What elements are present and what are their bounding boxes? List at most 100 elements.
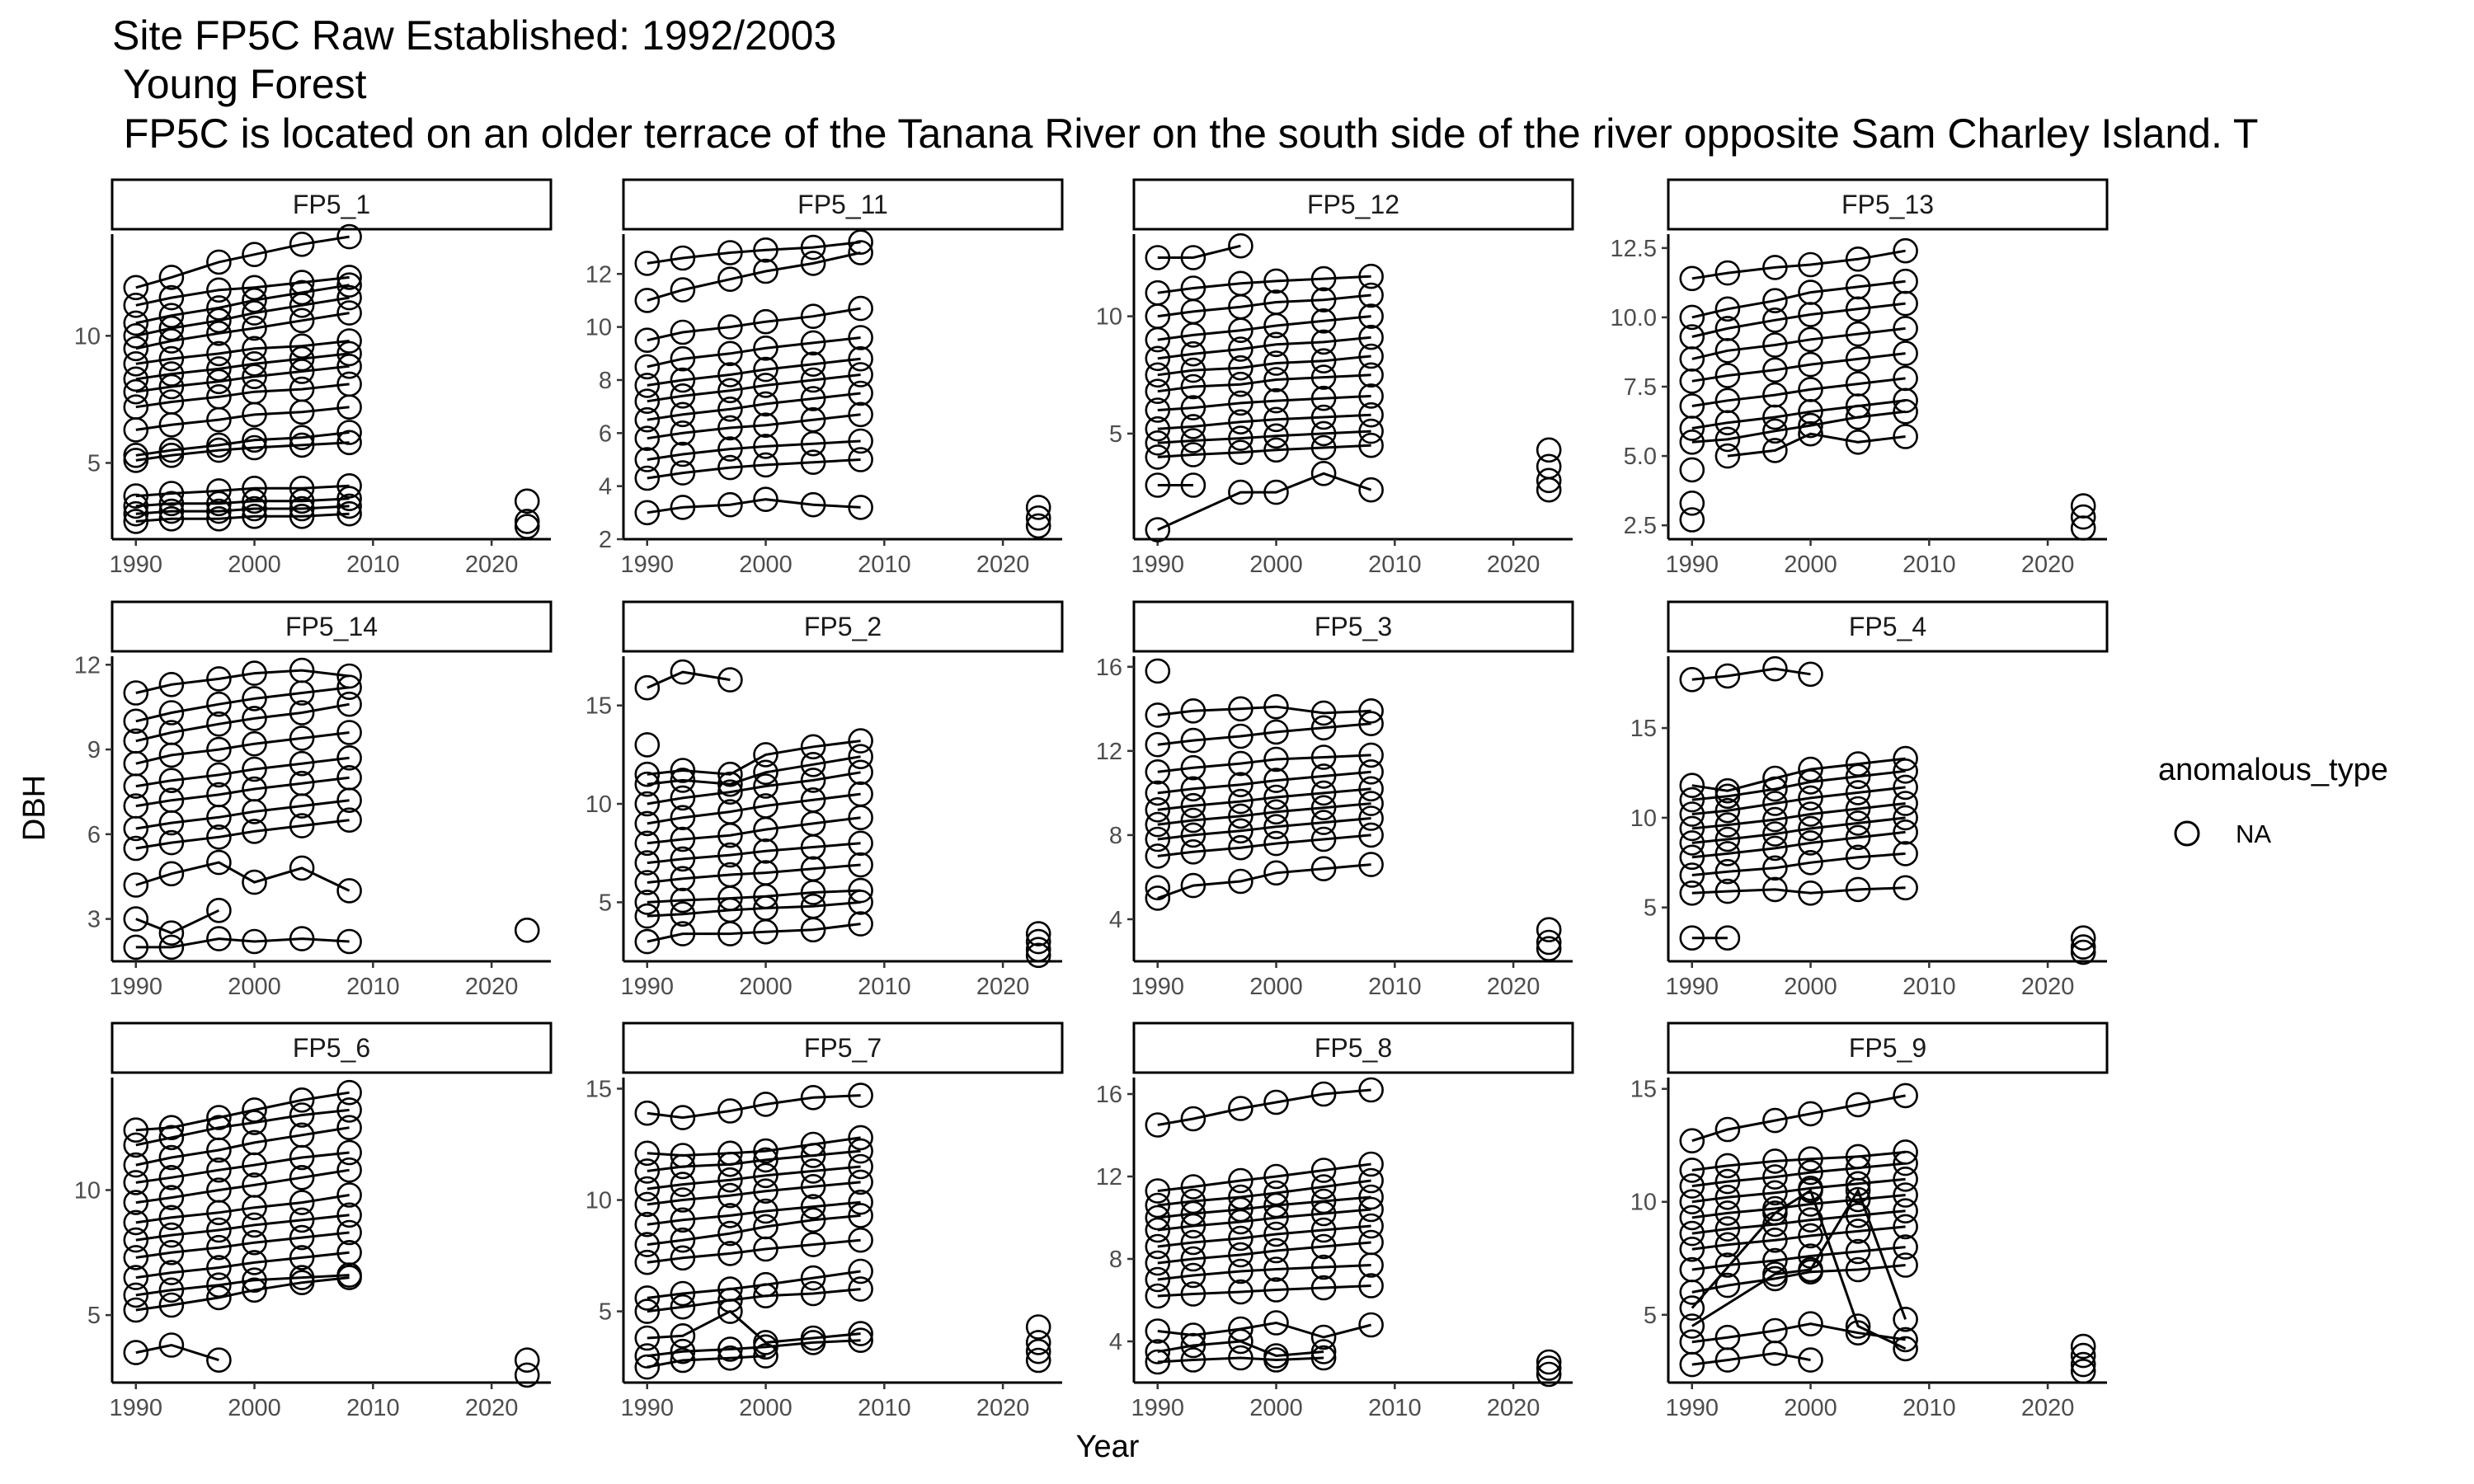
facet-strip-label: FP5_9	[1849, 1033, 1926, 1063]
dbh-point	[242, 730, 267, 757]
y-tick-label: 10	[74, 323, 101, 350]
dbh-point	[336, 1182, 362, 1208]
dbh-point	[848, 495, 873, 520]
dbh-point	[634, 771, 661, 797]
dbh-point	[1845, 1219, 1871, 1244]
y-tick-label: 4	[1109, 1329, 1122, 1355]
dbh-point	[158, 498, 185, 524]
dbh-point	[1358, 1077, 1384, 1103]
dbh-point	[1762, 404, 1788, 430]
dbh-point	[1714, 783, 1741, 810]
dbh-point	[753, 1198, 778, 1224]
dbh-point	[1679, 1295, 1705, 1321]
dbh-point	[1845, 429, 1871, 455]
dbh-point	[1358, 1312, 1384, 1338]
dbh-point	[753, 1334, 778, 1360]
dbh-point	[1358, 362, 1384, 388]
dbh-point	[634, 1343, 661, 1369]
dbh-point	[634, 373, 661, 398]
dbh-point	[634, 1140, 661, 1167]
dbh-point	[1679, 830, 1705, 856]
dbh-point	[670, 1294, 696, 1320]
dbh-point	[1714, 1116, 1741, 1143]
y-tick-label: 16	[1096, 1082, 1122, 1108]
tree-growth-line	[1157, 1284, 1371, 1298]
dbh-point	[670, 826, 696, 852]
dbh-point	[1762, 332, 1788, 358]
x-tick-label: 2010	[858, 1395, 911, 1421]
dbh-point	[753, 391, 778, 417]
dbh-point	[753, 1283, 778, 1308]
dbh-point	[848, 852, 873, 878]
dbh-point	[289, 1190, 315, 1215]
y-tick-label: 10.0	[1611, 305, 1657, 331]
tree-growth-line	[647, 498, 861, 514]
dbh-point	[158, 1185, 185, 1210]
tree-growth-line	[1691, 410, 1906, 444]
dbh-point	[336, 328, 362, 354]
dbh-point	[289, 926, 315, 951]
tree-growth-line	[1691, 352, 1906, 383]
dbh-point	[1893, 875, 1918, 901]
dbh-point	[289, 680, 315, 706]
dbh-point	[670, 1172, 696, 1197]
dbh-point	[336, 1265, 362, 1290]
dbh-point	[336, 272, 362, 298]
dbh-point	[1180, 357, 1206, 383]
dbh-point	[1536, 1349, 1562, 1375]
dbh-point	[1263, 1221, 1289, 1247]
dbh-point	[1180, 472, 1206, 498]
dbh-point	[800, 251, 826, 276]
dbh-point	[242, 1195, 267, 1220]
facet-strip-label: FP5_1	[293, 190, 370, 219]
dbh-point	[1798, 830, 1823, 856]
dbh-point	[1679, 1189, 1705, 1214]
x-tick-label: 1990	[1131, 1395, 1184, 1421]
dbh-point	[1798, 815, 1823, 842]
dbh-point	[289, 425, 315, 451]
dbh-point	[1180, 442, 1206, 467]
dbh-point	[158, 328, 185, 354]
dbh-point	[634, 1285, 661, 1311]
dbh-point	[634, 674, 661, 701]
dbh-point	[242, 300, 267, 326]
dbh-point	[2070, 939, 2096, 965]
dbh-point	[1893, 1307, 1918, 1332]
dbh-point	[242, 1229, 267, 1256]
x-tick-label: 2000	[228, 552, 281, 578]
dbh-point	[670, 758, 696, 783]
y-tick-label: 10	[1096, 304, 1122, 331]
dbh-point	[1145, 826, 1171, 852]
dbh-point	[753, 838, 778, 864]
dbh-point	[848, 1321, 873, 1346]
dbh-point	[206, 711, 232, 737]
dbh-point	[336, 265, 362, 290]
dbh-point	[753, 1236, 778, 1262]
dbh-point	[158, 442, 185, 468]
dbh-point	[123, 509, 149, 534]
dbh-point	[206, 1234, 232, 1261]
dbh-point	[1762, 1107, 1788, 1134]
dbh-point	[634, 732, 661, 758]
y-tick-label: 7.5	[1624, 374, 1657, 401]
dbh-point	[1536, 1361, 1562, 1388]
dbh-point	[1228, 818, 1253, 844]
dbh-point	[123, 483, 149, 509]
dbh-point	[1263, 1163, 1289, 1190]
dbh-point	[753, 258, 778, 284]
dbh-point	[753, 308, 778, 335]
dbh-point	[1762, 1341, 1788, 1366]
dbh-point	[1845, 824, 1871, 851]
dbh-point	[1025, 1314, 1051, 1340]
tree-growth-line	[1691, 1264, 1906, 1294]
y-tick-label: 5	[87, 451, 101, 477]
dbh-point	[848, 1327, 873, 1353]
dbh-point	[1714, 1347, 1741, 1373]
dbh-point	[800, 1194, 826, 1219]
dbh-point	[206, 1255, 232, 1280]
facet-strip	[1667, 178, 2109, 231]
dbh-point	[1180, 792, 1206, 819]
dbh-point	[242, 1267, 267, 1293]
x-tick-label: 2000	[1249, 552, 1303, 578]
dbh-point	[1145, 702, 1171, 728]
